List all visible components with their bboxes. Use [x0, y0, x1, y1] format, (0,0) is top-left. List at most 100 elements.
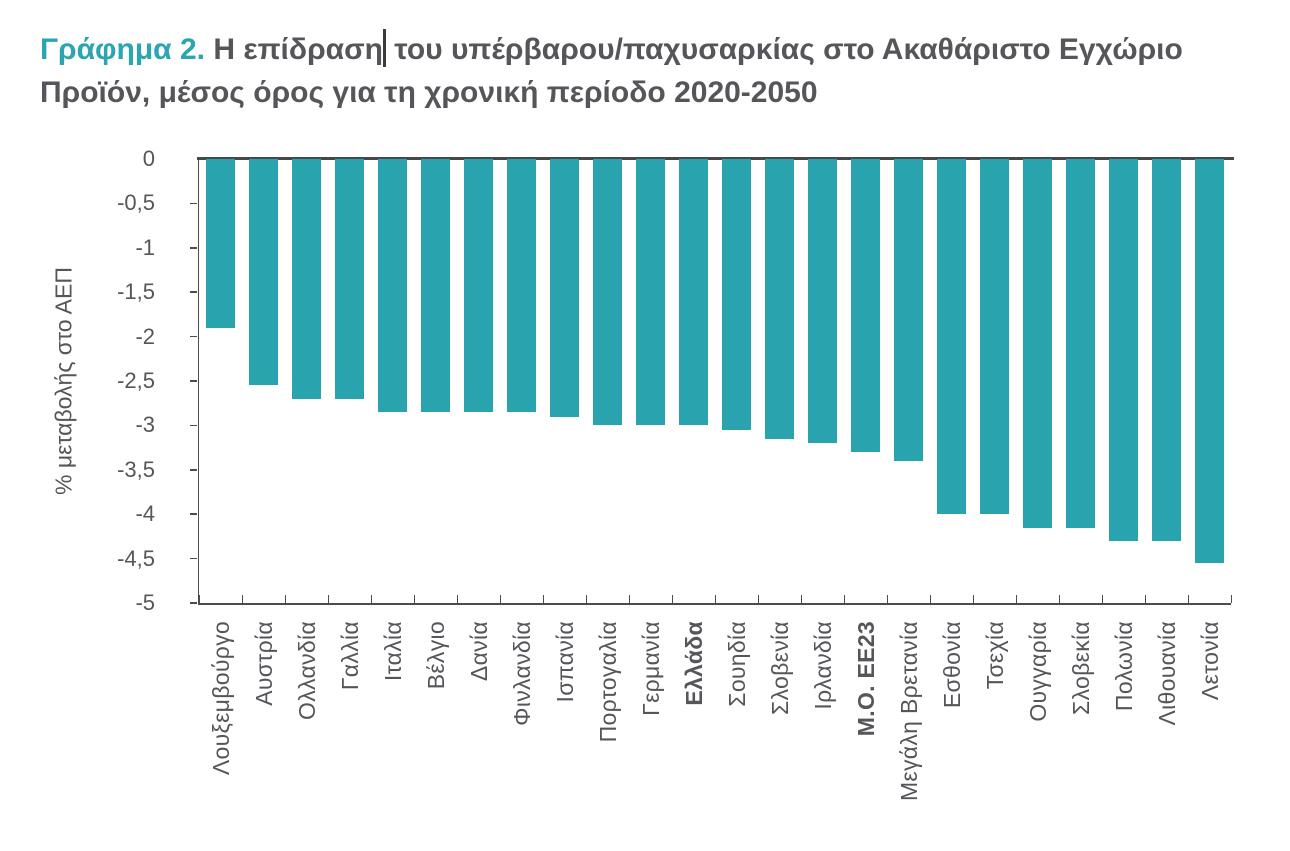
bar-13 — [721, 159, 751, 430]
x-category-label: Ισπανία — [551, 621, 578, 703]
x-category-label: Ολλανδία — [293, 621, 320, 720]
title-figure-label: Γράφημα 2. — [40, 33, 205, 66]
chart-title: Γράφημα 2. Η επίδραση του υπέρβαρου/παχυ… — [40, 28, 1250, 114]
x-category-label: Ουγγαρία — [1024, 621, 1051, 722]
x-tick — [628, 595, 630, 603]
y-tick-label: -1,5 — [117, 279, 155, 305]
y-tick-label: -5 — [135, 590, 155, 615]
x-category-label: Μ.Ο. ΕΕ23 — [852, 621, 879, 737]
bar-1 — [205, 159, 235, 328]
bar-22 — [1108, 159, 1138, 541]
text-caret — [382, 29, 386, 67]
x-category-label: Τσεχία — [981, 621, 1008, 690]
x-tick — [1058, 595, 1060, 603]
x-category-label: Ιρλανδία — [809, 621, 836, 710]
bar-18 — [936, 159, 966, 515]
y-tick — [190, 291, 197, 293]
x-category-label: Δανία — [465, 621, 492, 682]
x-tick — [456, 595, 458, 603]
bar-4 — [334, 159, 364, 399]
x-category-label: Ιταλία — [379, 621, 406, 682]
x-category-label: Γαλλία — [336, 621, 363, 691]
x-tick — [241, 595, 243, 603]
y-tick-label: -4,5 — [117, 545, 155, 571]
bar-5 — [377, 159, 407, 413]
y-tick — [190, 424, 197, 427]
bar-24 — [1194, 159, 1224, 563]
x-tick — [1015, 595, 1017, 603]
x-category-label: Μεγάλη Βρετανία — [895, 621, 922, 802]
x-category-label: Λουξεμβούργο — [207, 621, 234, 776]
x-category-label: Πορτογαλία — [594, 621, 621, 743]
title-line-2: Προϊόν, μέσος όρος για τη χρονική περίοδ… — [40, 76, 818, 109]
x-category-label: Αυστρία — [250, 621, 277, 706]
x-category-label: Σλοβεκία — [1067, 621, 1094, 715]
bar-12 — [678, 159, 708, 426]
x-tick — [843, 595, 845, 603]
x-tick — [1101, 595, 1103, 603]
bar-21 — [1065, 159, 1095, 528]
y-tick-label: -3 — [135, 412, 155, 438]
bar-6 — [420, 159, 450, 413]
y-tick — [190, 557, 197, 560]
x-tick — [671, 595, 673, 603]
x-category-label: Φινλανδία — [508, 621, 535, 726]
y-tick-labels: 0 -0,5 -1 -1,5 -2 -2,5 -3 -3,5 -4 -4,5 -5 — [55, 146, 155, 615]
bar-17 — [893, 159, 923, 461]
x-tick — [284, 595, 286, 603]
x-tick — [1187, 595, 1189, 603]
x-tick — [714, 595, 716, 603]
y-tick — [190, 380, 197, 382]
x-category-label: Σουηδία — [723, 621, 750, 707]
x-tick — [972, 595, 974, 603]
y-tick — [190, 469, 197, 471]
x-category-label: Εσθονία — [938, 621, 965, 709]
x-tick — [886, 595, 888, 603]
bar-10 — [592, 159, 622, 426]
x-tick — [757, 595, 759, 603]
x-category-label: Πολωνία — [1110, 621, 1137, 712]
x-tick — [327, 595, 329, 603]
bar-3 — [291, 159, 321, 399]
x-category-label: Λετονία — [1196, 621, 1223, 701]
y-tick-label: -4 — [135, 501, 155, 527]
bar-16 — [850, 159, 880, 452]
bar-9 — [549, 159, 579, 417]
y-tick — [190, 202, 197, 205]
y-tick — [190, 335, 197, 338]
y-tick — [190, 513, 197, 515]
x-tick — [929, 595, 931, 603]
y-tick-label: -0,5 — [117, 190, 155, 216]
zero-line — [196, 157, 1234, 160]
x-category-label: Λιθουανία — [1153, 621, 1180, 726]
bar-15 — [807, 159, 837, 444]
x-category-label: Βέλγιο — [422, 621, 449, 690]
x-category-label: Γερμανία — [637, 621, 664, 716]
title-text-before-caret: Η επίδραση — [213, 33, 383, 66]
y-tick-label: -2,5 — [117, 368, 155, 393]
bar-14 — [764, 159, 794, 439]
y-tick-label: -2 — [135, 323, 155, 349]
x-category-labels: Λουξεμβούργο Αυστρία Ολλανδία Γαλλία Ιταλία Β… — [199, 621, 1231, 851]
y-tick-label: -3,5 — [117, 456, 155, 482]
x-tick — [542, 595, 544, 603]
y-tick — [190, 247, 197, 249]
plot-area — [190, 157, 1234, 605]
title-text-after-caret: του υπέρβαρου/παχυσαρκίας στο Ακαθάριστο… — [394, 33, 1183, 66]
x-tick — [370, 595, 372, 603]
y-tick — [190, 602, 197, 604]
title-line-1: Γράφημα 2. Η επίδραση του υπέρβαρου/παχυ… — [40, 28, 1250, 71]
bar-19 — [979, 159, 1009, 515]
x-tick — [1144, 595, 1146, 603]
x-tick — [585, 595, 587, 603]
bar-2 — [248, 159, 278, 386]
x-category-label: Ελλάδα — [680, 621, 707, 706]
y-tick-label: -1 — [135, 234, 155, 260]
x-tick — [413, 595, 415, 603]
x-tick — [800, 595, 802, 603]
bar-7 — [463, 159, 493, 413]
x-tick — [499, 595, 501, 603]
x-tick — [1230, 595, 1232, 603]
bar-11 — [635, 159, 665, 426]
